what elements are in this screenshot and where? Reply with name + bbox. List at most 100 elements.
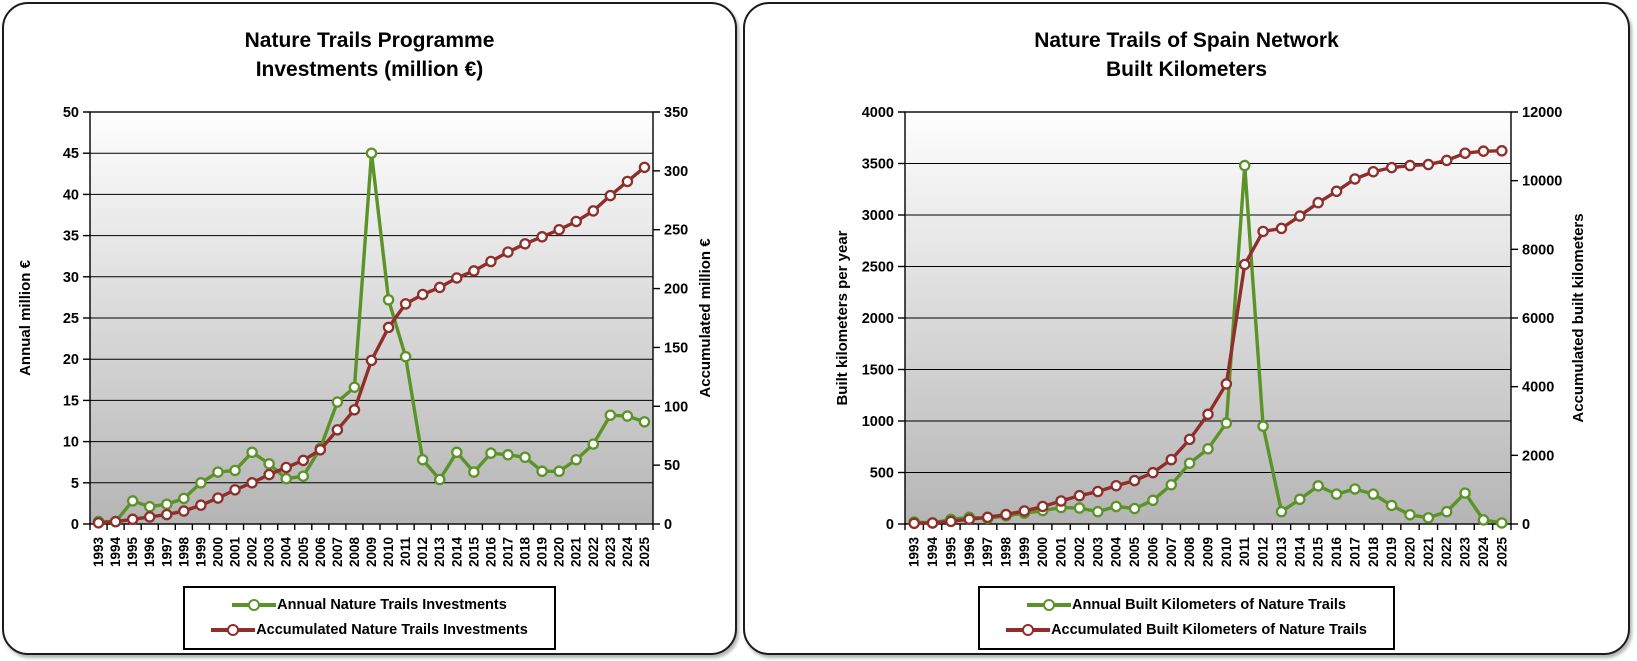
data-point <box>1385 499 1398 512</box>
data-point <box>621 410 634 422</box>
left-axis: 0 500 1000 1500 2000 2500 3000 3500 4000 <box>862 105 905 533</box>
data-point <box>126 513 139 526</box>
svg-text:1999: 1999 <box>193 537 208 567</box>
svg-text:1998: 1998 <box>176 537 191 568</box>
data-point <box>399 350 412 363</box>
data-point <box>263 468 275 481</box>
data-point <box>468 466 480 478</box>
data-point <box>416 453 429 466</box>
data-point <box>331 424 344 436</box>
data-point <box>1073 502 1086 514</box>
svg-text:15: 15 <box>63 393 79 409</box>
svg-text:2024: 2024 <box>1476 537 1491 568</box>
svg-text:6000: 6000 <box>1522 311 1554 327</box>
data-point <box>280 461 292 474</box>
data-point <box>1440 505 1453 518</box>
data-point <box>908 517 920 530</box>
svg-text:3500: 3500 <box>862 157 894 173</box>
data-point <box>280 472 292 485</box>
svg-text:0: 0 <box>664 517 672 533</box>
legend-label: Accumulated Nature Trails Investments <box>256 621 528 638</box>
svg-text:3000: 3000 <box>862 208 894 224</box>
data-point <box>1275 222 1288 235</box>
data-point <box>1092 505 1104 518</box>
svg-text:2017: 2017 <box>1347 537 1362 567</box>
data-point <box>1477 514 1490 526</box>
data-point <box>587 205 600 217</box>
investments-chart-panel: Nature Trails Programme Investments (mil… <box>2 2 737 655</box>
right-axis-title: Accumulated built kilometers <box>1570 213 1587 422</box>
data-point <box>638 161 651 174</box>
data-point <box>126 495 139 507</box>
data-point <box>1459 487 1471 499</box>
data-point <box>161 508 173 521</box>
data-point <box>1073 489 1086 502</box>
svg-text:2009: 2009 <box>1201 537 1216 567</box>
data-point <box>109 515 122 528</box>
svg-text:2022: 2022 <box>586 537 601 567</box>
data-point <box>1128 502 1141 515</box>
svg-text:1994: 1994 <box>108 537 123 568</box>
data-point <box>1330 488 1343 500</box>
svg-text:2010: 2010 <box>381 537 396 567</box>
svg-text:2014: 2014 <box>449 537 464 568</box>
data-point <box>1036 500 1049 513</box>
svg-text:40: 40 <box>63 187 79 203</box>
legend-item: Annual Built Kilometers of Nature Trails <box>1027 592 1346 617</box>
data-point <box>161 498 173 510</box>
data-point <box>382 321 395 334</box>
built-km-chart-panel: Nature Trails of Spain Network Built Kil… <box>743 2 1630 655</box>
svg-text:2018: 2018 <box>518 537 533 568</box>
data-point <box>433 281 446 294</box>
data-point <box>1367 488 1380 500</box>
data-point <box>178 505 190 517</box>
svg-text:2006: 2006 <box>1145 537 1160 568</box>
data-point <box>604 409 617 421</box>
data-point <box>1238 159 1251 172</box>
legend-label: Accumulated Built Kilometers of Nature T… <box>1051 621 1367 638</box>
svg-text:2020: 2020 <box>552 537 567 567</box>
svg-text:1998: 1998 <box>999 537 1014 568</box>
data-point <box>212 492 224 504</box>
data-point <box>314 444 327 456</box>
legend-label: Annual Built Kilometers of Nature Trails <box>1072 596 1346 613</box>
chart-canvas: 0510152025303540455005010015020025030035… <box>17 105 714 568</box>
data-point <box>1349 173 1361 185</box>
svg-text:2016: 2016 <box>483 537 498 568</box>
data-point <box>143 511 156 523</box>
svg-text:2009: 2009 <box>364 537 379 567</box>
line-marker-swatch-icon <box>232 598 277 611</box>
right-axis: 0 2000 4000 6000 8000 10000 12000 <box>1511 105 1562 533</box>
data-point <box>1183 457 1196 469</box>
built-km-chart-plot: 0 500 1000 1500 2000 2500 3000 3500 4000 0 2000 400… <box>745 84 1628 584</box>
data-point <box>1238 258 1251 271</box>
svg-text:2015: 2015 <box>466 537 481 568</box>
data-point <box>926 517 939 529</box>
svg-text:2003: 2003 <box>262 537 277 568</box>
data-point <box>1018 505 1031 517</box>
svg-text:2001: 2001 <box>228 537 243 568</box>
data-point <box>570 453 582 466</box>
svg-text:2019: 2019 <box>535 537 550 567</box>
data-point <box>331 396 344 408</box>
svg-text:2014: 2014 <box>1292 537 1307 568</box>
data-point <box>1496 517 1508 529</box>
data-point <box>1404 159 1416 172</box>
svg-text:1995: 1995 <box>125 537 140 568</box>
series-accumulated <box>92 161 651 529</box>
svg-text:2021: 2021 <box>1421 537 1436 568</box>
right-axis-title: Accumulated million € <box>697 238 714 398</box>
svg-text:25: 25 <box>63 311 79 327</box>
data-point <box>519 238 531 250</box>
data-point <box>1000 508 1012 521</box>
svg-text:2001: 2001 <box>1054 537 1069 568</box>
svg-text:2016: 2016 <box>1329 537 1344 568</box>
svg-text:2011: 2011 <box>398 537 413 567</box>
svg-text:10000: 10000 <box>1522 174 1562 190</box>
data-point <box>1092 485 1104 498</box>
svg-text:2010: 2010 <box>1219 537 1234 567</box>
data-point <box>1220 417 1233 429</box>
svg-text:4000: 4000 <box>862 105 894 121</box>
svg-text:2004: 2004 <box>1109 537 1124 568</box>
